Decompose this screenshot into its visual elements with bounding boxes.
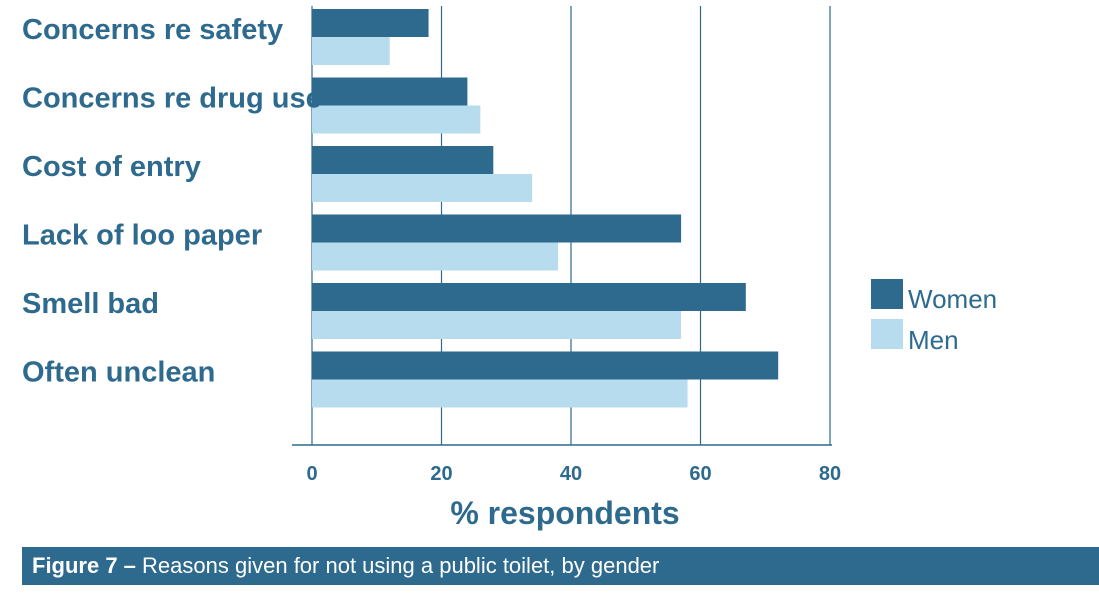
category-label: Often unclean <box>22 357 215 389</box>
bar-women <box>312 283 746 311</box>
bar-women <box>312 146 494 174</box>
bar-men <box>312 37 390 65</box>
x-tick-label: 60 <box>689 463 711 485</box>
legend-label-men: Men <box>908 325 959 355</box>
bar-women <box>312 9 429 37</box>
bar-men <box>312 105 481 134</box>
category-labels: Concerns re safety Concerns re drug use Co… <box>22 14 322 389</box>
legend-swatch-women <box>871 279 903 309</box>
bar-men <box>312 379 688 408</box>
x-tick-label: 80 <box>819 463 841 485</box>
legend-label-women: Women <box>908 284 997 314</box>
x-tick-label: 40 <box>560 463 582 485</box>
bars <box>312 9 779 408</box>
category-label: Cost of entry <box>22 151 201 183</box>
figure-caption-text: Reasons given for not using a public toi… <box>142 553 660 578</box>
legend: Women Men <box>871 279 997 355</box>
figure-number: Figure 7 – <box>32 553 136 578</box>
bar-men <box>312 174 533 202</box>
category-label: Concerns re drug use <box>22 83 322 115</box>
x-tick-label: 0 <box>306 463 317 485</box>
bar-men <box>312 242 559 271</box>
bar-women <box>312 77 468 106</box>
category-label: Smell bad <box>22 288 159 320</box>
bar-women <box>312 351 779 380</box>
bar-women <box>312 214 682 243</box>
legend-swatch-men <box>871 319 903 349</box>
x-axis-title: % respondents <box>450 495 679 531</box>
category-label: Lack of loo paper <box>22 220 262 252</box>
figure-caption: Figure 7 – Reasons given for not using a… <box>22 547 1099 585</box>
x-axis: 0 20 40 60 80 <box>292 444 841 485</box>
bar-men <box>312 311 682 339</box>
category-label: Concerns re safety <box>22 14 283 46</box>
x-tick-label: 20 <box>430 463 452 485</box>
